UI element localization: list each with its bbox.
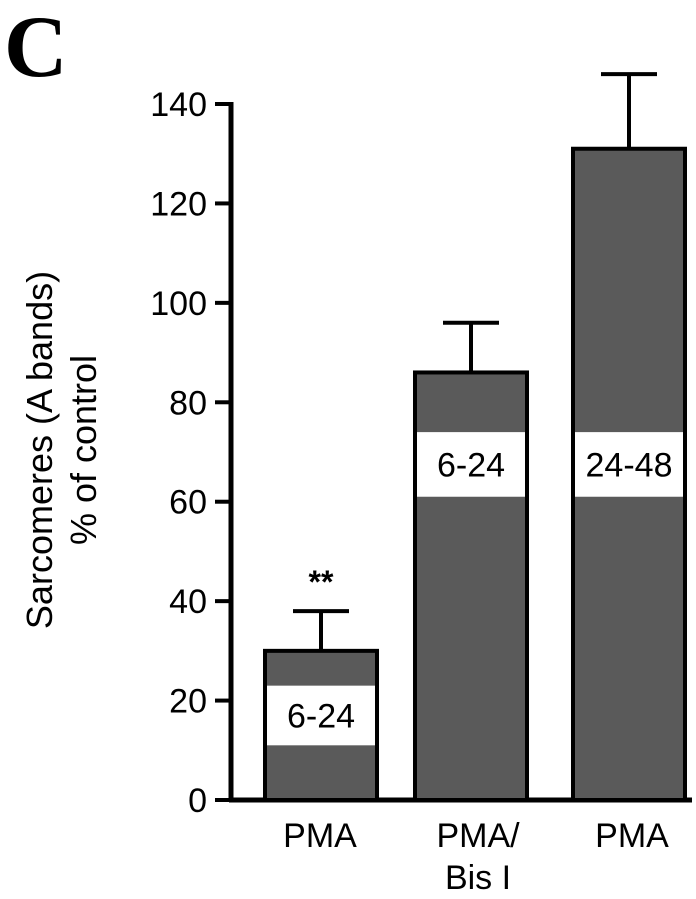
significance-annotation: ** [309, 564, 334, 600]
y-tick-label: 20 [169, 683, 207, 721]
x-axis-categories: PMA PMA/Bis I PMA [283, 817, 669, 897]
y-tick-label: 80 [169, 384, 207, 422]
y-tick-label: 100 [150, 285, 207, 323]
category-label: PMA [595, 817, 669, 855]
y-tick-label: 40 [169, 583, 207, 621]
bar-label-band [267, 685, 375, 746]
y-tick-label: 0 [188, 782, 207, 820]
category-label: PMA/ [436, 817, 520, 855]
y-axis-label: Sarcomeres (A bands)% of control [19, 271, 104, 629]
category-label: Bis I [445, 859, 511, 897]
y-axis-ticks: 0 20 40 60 80 100 120 140 [150, 86, 231, 820]
bar-label-band [417, 432, 525, 497]
bar-label-band [575, 432, 683, 497]
bar-label: 6-24 [437, 446, 505, 484]
panel-label: C [4, 0, 68, 96]
y-tick-label: 60 [169, 484, 207, 522]
bar-label: 24-48 [586, 446, 673, 484]
bar-label: 6-24 [287, 697, 355, 735]
bars: 6-24 ** 6-24 24-48 [263, 72, 687, 802]
y-tick-label: 140 [150, 86, 207, 124]
category-label: PMA [283, 817, 357, 855]
y-tick-label: 120 [150, 185, 207, 223]
y-axis-label-line: Sarcomeres (A bands) [19, 271, 60, 629]
y-axis-label-line: % of control [63, 355, 104, 545]
